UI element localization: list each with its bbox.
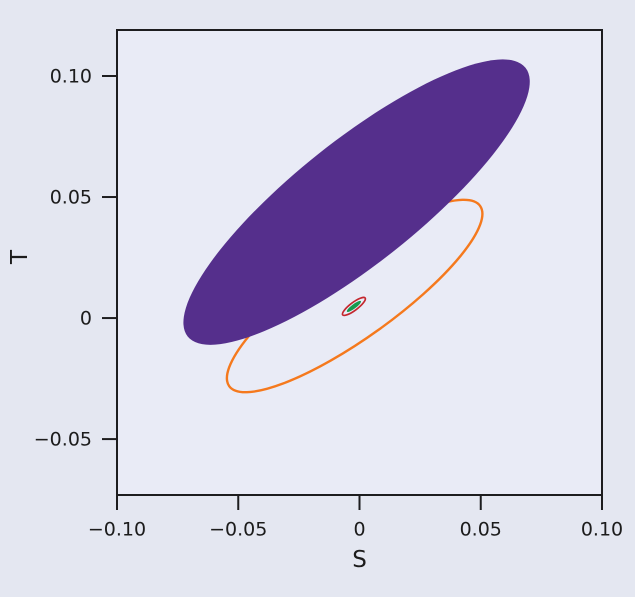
purple-filled-ellipse [183, 59, 530, 345]
x-tick-label: −0.10 [88, 519, 146, 541]
x-tick-label: 0.10 [581, 519, 623, 541]
y-axis-label: T [7, 249, 33, 265]
green-filled-ellipse [346, 300, 362, 312]
x-tick-label: 0.05 [460, 519, 502, 541]
y-tick-label: 0.10 [50, 66, 92, 88]
tick-layer: −0.10 −0.05 0 0.05 0.10 −0.05 0 0.05 0.10 [34, 66, 623, 541]
x-tick-label: −0.05 [209, 519, 267, 541]
y-tick-label: 0 [80, 308, 92, 330]
x-tick-label: 0 [353, 519, 365, 541]
ellipse-layer [183, 59, 530, 394]
y-tick-label: −0.05 [34, 429, 92, 451]
x-axis-label: S [352, 547, 367, 573]
red-outline-ellipse [341, 296, 367, 317]
y-tick-label: 0.05 [50, 187, 92, 209]
